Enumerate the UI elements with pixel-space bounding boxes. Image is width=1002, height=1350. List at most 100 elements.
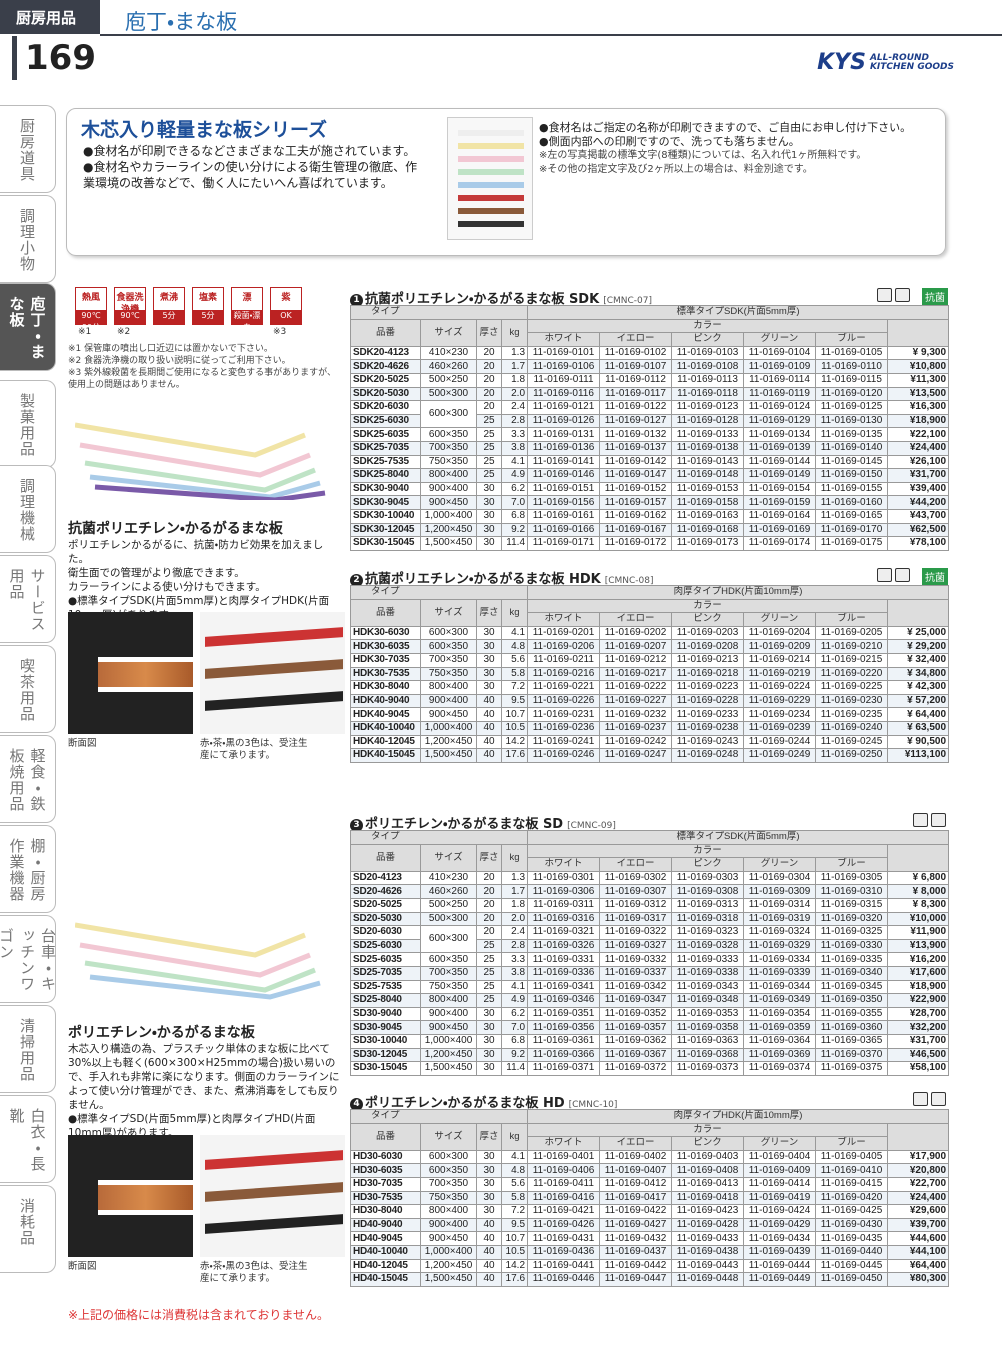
table-cell: 11-0169-0316 [527,911,601,927]
header-row: 品番 サイズ 厚さ kg カラー [350,1122,950,1151]
table-cell: SDK30-15045 [350,536,421,551]
table-number: 3 [350,819,363,832]
table-cell: 1,200×450 [420,1258,477,1274]
table-cell: 40 [476,1258,502,1274]
table-cell: 11-0169-0246 [527,748,601,763]
table-cell: 30 [476,1149,502,1165]
intro-note: ※左の写真掲載の標準文字(8種類)については、名入れ代1ヶ所無料です。 [539,150,867,161]
table-cell: 11-0169-0435 [815,1231,889,1246]
table-cell: ¥13,900 [887,938,950,954]
table-cell: 11-0169-0211 [527,652,601,668]
table-cell: 11-0169-0130 [815,413,889,429]
table-cell: 11-0169-0145 [815,454,889,470]
data-row: HDK40-9045 900×450 40 10.7 11-0169-0231 11-01… [350,707,950,722]
table-cell: 30 [476,1176,502,1192]
table-cell: SD25-7535 [350,979,421,995]
data-row: SD20-6030 600×300 20 2.4 11-0169-0321 11-0169… [350,925,950,954]
table-cell: 410×230 [420,345,477,361]
table-cell: SDK25-6030 [350,413,421,429]
table-cell: 11-0169-0322 [599,925,673,940]
table-cell: 1,500×450 [420,536,477,551]
data-row: SDK25-7535 750×350 25 4.1 11-0169-0141 11-016… [350,454,950,470]
brand-sub-line: KITCHEN GOODS [869,62,954,72]
table-cell: 800×400 [420,993,477,1008]
table-cell: ¥ 64,400 [887,707,950,722]
care-icon-top: 塩素 [198,293,217,303]
table-cell: 11-0169-0154 [743,481,817,497]
table-cell: 11-0169-0238 [671,720,745,736]
table-cell: 9.2 [500,522,529,538]
table-cell: 11-0169-0444 [743,1258,817,1274]
table-cell: 11-0169-0216 [527,666,601,682]
board-illustration [75,422,326,500]
table-cell: SD25-6030 [350,938,421,954]
table-cell: 11-0169-0416 [527,1190,601,1206]
table-cell: ¥18,900 [887,979,950,995]
sidebar-tab: 台車・キッチンワゴン [0,915,57,1003]
table-cell: 750×350 [420,979,477,995]
table-cell: 11-0169-0414 [743,1176,817,1192]
table-cell: 11-0169-0164 [743,508,817,524]
table-cell: 11-0169-0224 [743,680,817,695]
table-cell: SD20-4626 [350,884,421,899]
product-title: ポリエチレン・かるがるまな板 [68,1025,255,1041]
table-cell: 1.3 [500,870,529,886]
table-cell: 11-0169-0375 [815,1061,889,1076]
header-cell: タイプ [349,1109,529,1124]
table-cell: SDK20-5030 [350,386,421,402]
table-cell: 11-0169-0431 [527,1231,601,1246]
price-table: タイプ 標準タイプSDK(片面5mm厚) 品番 サイズ 厚さ kg カラー ホワイト イエローピ… [349,830,950,1076]
price-table: タイプ 肉厚タイプHDK(片面10mm厚) 品番 サイズ 厚さ kg カラー ホワイト イエロー… [349,585,950,763]
table-cell: 11-0169-0407 [599,1163,673,1178]
table-cell: SD30-15045 [350,1061,421,1076]
table-cell: 11-0169-0229 [743,693,817,709]
table-cell: 11-0169-0353 [671,1006,745,1022]
table-cell: SDK25-8040 [350,468,421,483]
table-cell: 11-0169-0124 [743,400,817,415]
table-cell: 11-0169-0408 [671,1163,745,1178]
header-row: ホワイト イエロー ピンク グリーン ブルー [351,612,949,627]
header-cell: ホワイト [527,332,601,347]
table-cell: 11-0169-0348 [671,993,745,1008]
table-cell: 25 [476,993,502,1008]
table-cell: 500×250 [420,372,477,388]
table-code: [CMNC-09] [567,821,616,831]
table-cell: 11-0169-0356 [527,1020,601,1035]
table-cell: 11-0169-0142 [599,454,673,470]
table-cell: 11-0169-0215 [815,652,889,668]
table-cell: 11-0169-0132 [599,427,673,442]
table-cell: 11-0169-0315 [815,897,889,913]
table-cell: 11-0169-0307 [599,884,673,899]
table-cell: 11-0169-0329 [743,938,817,954]
table-cell: 11-0169-0235 [815,707,889,722]
header-cell: kg [500,843,529,872]
table-cell: 6.2 [500,481,529,497]
table-cell: 11-0169-0426 [527,1217,601,1233]
table-cell: ¥13,500 [887,386,950,402]
table-cell: 11-0169-0337 [599,965,673,981]
table-cell: 11-0169-0443 [671,1258,745,1274]
header-cell [887,843,950,872]
table-cell: 17.6 [500,1272,529,1287]
table-cell: ¥58,100 [887,1061,950,1076]
table-cell: 11-0169-0323 [671,925,745,940]
table-cell: 11-0169-0213 [671,652,745,668]
table-cell: 30 [476,1204,502,1219]
table-cell: 20 [476,386,502,402]
antibacterial-badge: 抗菌 [922,568,948,585]
table-cell: 11-0169-0338 [671,965,745,981]
sidebar-tab: サービス用品 [0,555,56,643]
table-cell: 11-0169-0440 [815,1244,889,1260]
table-cell: 11-0169-0428 [671,1217,745,1233]
table-cell: ¥43,700 [887,508,950,524]
table-cell: ¥ 63,500 [887,720,950,736]
table-cell: 11-0169-0418 [671,1190,745,1206]
data-row: SD20-5030 500×300 20 2.0 11-0169-0316 11-0169… [350,911,950,927]
board-illustration [75,922,321,1000]
table-cell: 11-0169-0359 [743,1020,817,1035]
header-cell: ホワイト [527,1136,601,1151]
table-cell: ¥ 9,300 [887,345,950,361]
service-icon [931,813,946,827]
table-cell: 11-0169-0369 [743,1047,817,1063]
table-cell: 20 [476,911,502,927]
